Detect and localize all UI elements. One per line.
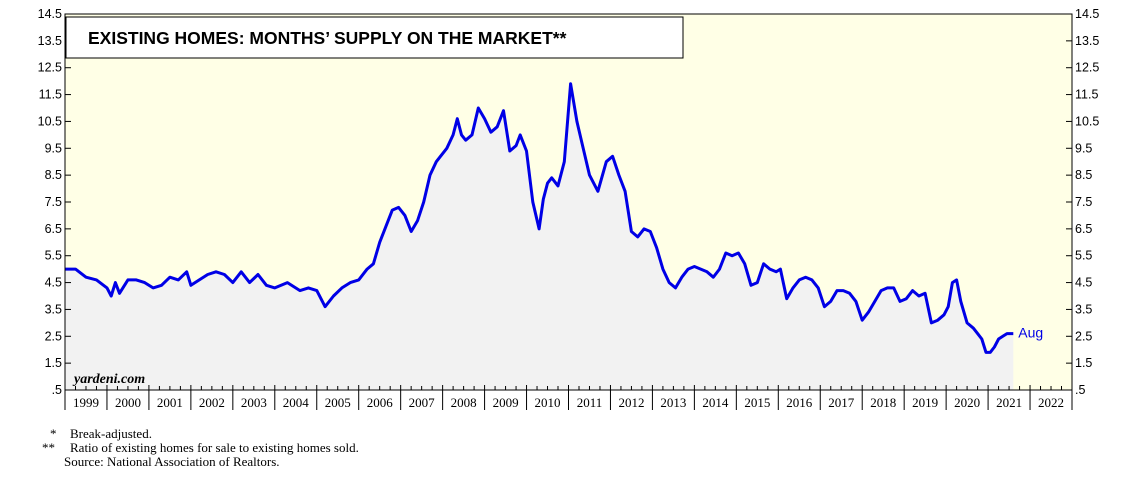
y-tick-label-right: 12.5: [1075, 61, 1099, 75]
x-tick-label: 2018: [870, 395, 896, 410]
y-tick-label-left: 3.5: [45, 302, 62, 316]
y-tick-label-left: 1.5: [45, 356, 62, 370]
y-tick-label-left: 11.5: [39, 88, 62, 102]
y-tick-label-left: 14.5: [38, 7, 62, 21]
y-tick-label-right: 1.5: [1075, 356, 1092, 370]
x-tick-label: 2020: [954, 395, 980, 410]
source-note: Source: National Association of Realtors…: [64, 454, 280, 469]
y-tick-label-left: 6.5: [45, 222, 62, 236]
footnote-1: * Break-adjusted.: [50, 426, 152, 441]
x-tick-label: 2001: [157, 395, 183, 410]
y-tick-label-right: 14.5: [1075, 7, 1099, 21]
footnotes: * Break-adjusted. ** Ratio of existing hom…: [42, 427, 359, 469]
x-tick-label: 2021: [996, 395, 1022, 410]
x-tick-label: 2000: [115, 395, 141, 410]
x-axis: 1999 2000 2001 2002 2003 2004 2005 2006 2007 2008…: [64, 385, 1073, 410]
x-tick-label: 2022: [1038, 395, 1064, 410]
y-tick-label-left: 4.5: [45, 276, 62, 290]
left-axis: .5 1.5 2.5 3.5 4.5 5.5 6.5 7.5 8.5 9.5 10.5 11.5 12.…: [38, 7, 71, 397]
y-tick-label-right: 5.5: [1075, 249, 1092, 263]
x-tick-label: 1999: [73, 395, 99, 410]
x-tick-label: 2005: [325, 395, 351, 410]
end-label: Aug: [1018, 325, 1043, 341]
x-tick-label: 2003: [241, 395, 267, 410]
y-tick-label-right: 11.5: [1075, 88, 1098, 102]
x-tick-label: 2012: [618, 395, 644, 410]
y-tick-label-right: 9.5: [1075, 141, 1092, 155]
y-tick-label-left: 5.5: [45, 249, 62, 263]
x-tick-label: 2011: [577, 395, 603, 410]
y-tick-label-right: 10.5: [1075, 114, 1099, 128]
x-tick-label: 2004: [283, 395, 310, 410]
x-tick-label: 2009: [493, 395, 519, 410]
chart-title: EXISTING HOMES: MONTHS’ SUPPLY ON THE MA…: [88, 28, 567, 48]
y-tick-label-right: 8.5: [1075, 168, 1092, 182]
x-tick-label: 2006: [367, 395, 394, 410]
y-tick-label-right: .5: [1075, 383, 1085, 397]
y-tick-label-right: 4.5: [1075, 276, 1092, 290]
y-tick-label-left: 13.5: [38, 34, 62, 48]
title-box: EXISTING HOMES: MONTHS’ SUPPLY ON THE MA…: [65, 16, 684, 59]
x-tick-label: 2019: [912, 395, 938, 410]
x-tick-label: 2017: [828, 395, 855, 410]
y-tick-label-right: 3.5: [1075, 302, 1092, 316]
y-tick-label-right: 7.5: [1075, 195, 1092, 209]
x-tick-label: 2016: [786, 395, 813, 410]
y-tick-label-left: 9.5: [45, 141, 62, 155]
watermark: yardeni.com: [72, 372, 145, 387]
x-tick-label: 2014: [702, 395, 729, 410]
y-tick-label-left: 8.5: [45, 168, 62, 182]
y-tick-label-right: 6.5: [1075, 222, 1092, 236]
data-area-fill: [65, 83, 1014, 391]
x-tick-label: 2013: [660, 395, 686, 410]
right-axis: .5 1.5 2.5 3.5 4.5 5.5 6.5 7.5 8.5 9.5 10.5 11.5 12.…: [1066, 7, 1099, 397]
footnote-2: ** Ratio of existing homes for sale to ex…: [42, 440, 359, 455]
data-line: [65, 82, 1014, 354]
x-tick-label: 2010: [535, 395, 561, 410]
y-tick-label-left: 2.5: [45, 329, 62, 343]
y-tick-label-right: 13.5: [1075, 34, 1099, 48]
x-tick-label: 2002: [199, 395, 225, 410]
x-tick-label: 2008: [451, 395, 477, 410]
y-tick-label-left: 7.5: [45, 195, 62, 209]
x-tick-label: 2007: [409, 395, 436, 410]
x-tick-label: 2015: [744, 395, 770, 410]
y-tick-label-left: .5: [52, 383, 62, 397]
plot-frame: [64, 13, 1073, 391]
y-tick-label-left: 12.5: [38, 61, 62, 75]
y-tick-label-left: 10.5: [38, 114, 62, 128]
y-tick-label-right: 2.5: [1075, 329, 1092, 343]
